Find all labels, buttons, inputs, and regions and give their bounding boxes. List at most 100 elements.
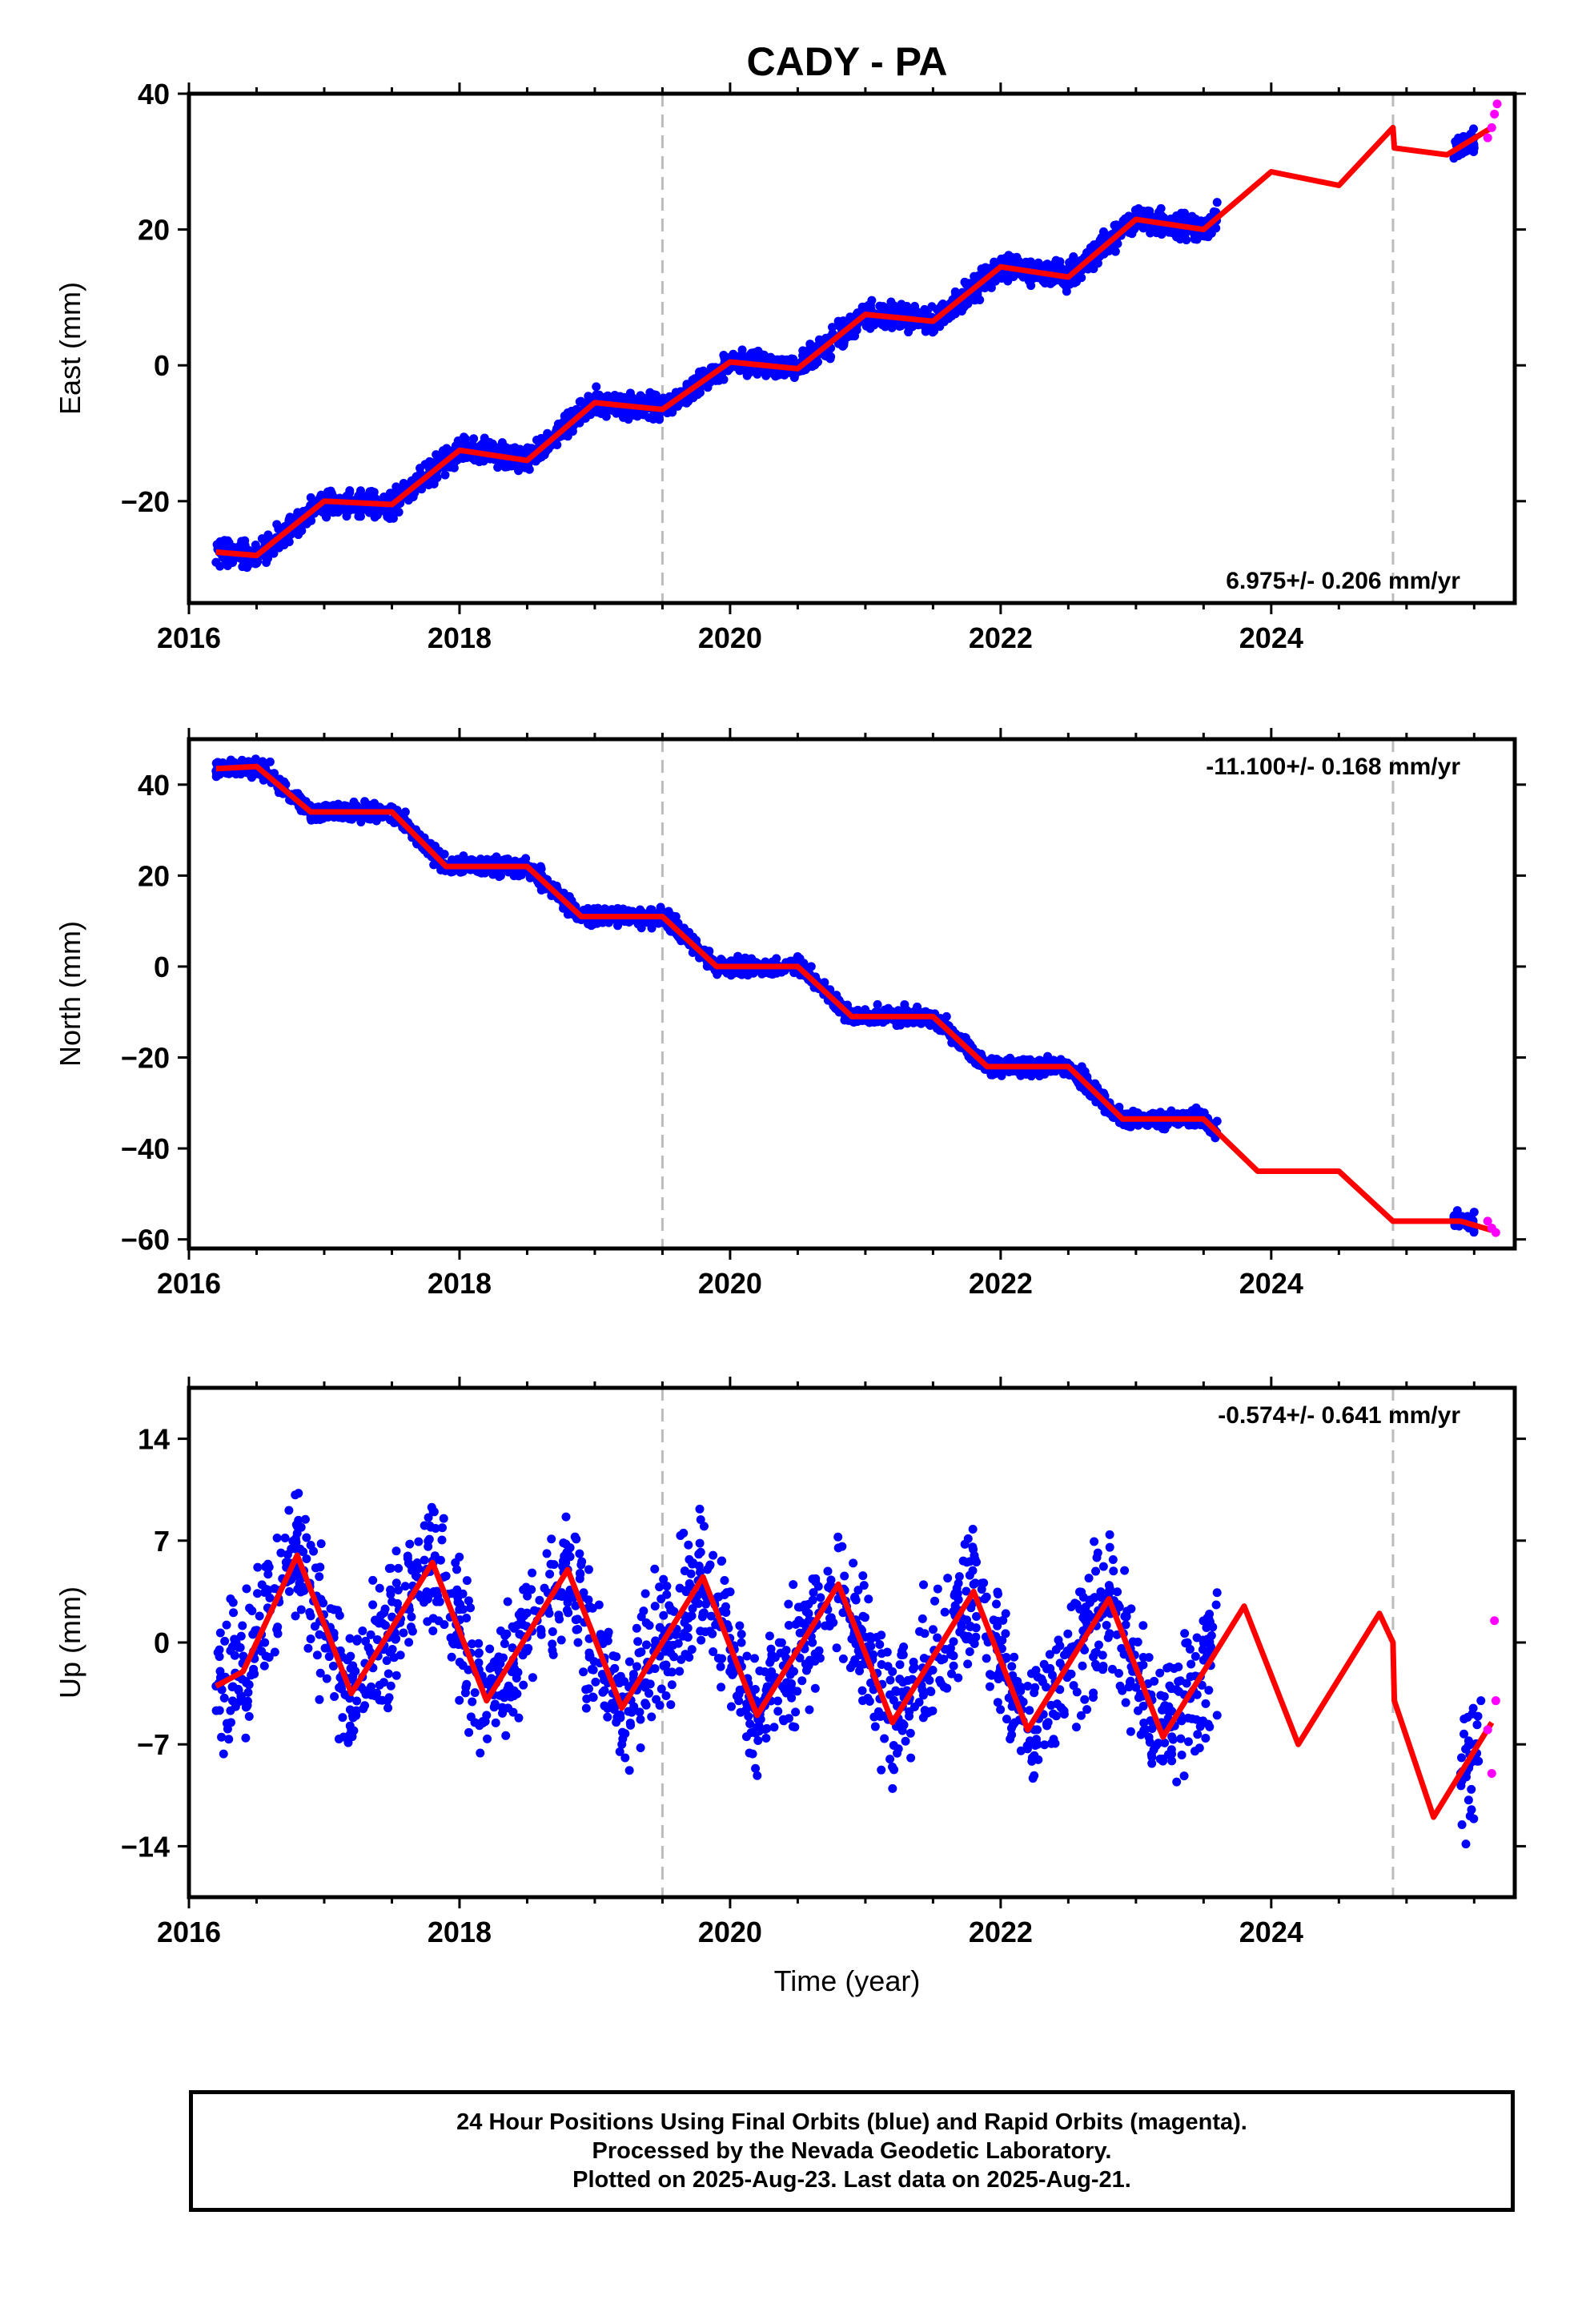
final-point [251,1626,260,1635]
final-point [1080,1067,1090,1076]
final-point [324,1652,334,1662]
final-point [241,1676,251,1686]
final-point [438,446,448,456]
final-point [592,382,601,392]
final-point [514,466,524,476]
final-point [215,1667,225,1676]
final-point [326,1604,335,1614]
y-tick-label: −20 [121,485,170,518]
plot-frame [187,737,1517,1251]
final-point [238,562,247,572]
final-point [636,923,646,933]
final-point [253,557,263,566]
final-point [215,1706,224,1715]
final-point [217,1685,227,1695]
final-point [227,555,236,565]
final-point [553,419,563,428]
final-point [867,296,877,305]
final-point [312,1651,322,1660]
final-point [347,814,357,824]
final-point [224,538,234,548]
final-point [1098,227,1108,236]
final-point [619,907,628,916]
final-point [404,1638,414,1647]
final-point [524,464,534,474]
final-point [493,463,503,472]
final-point [243,1700,252,1710]
final-point [860,303,869,312]
final-point [1476,1696,1486,1706]
final-point [328,1661,338,1671]
final-point [257,1580,267,1590]
final-point [253,1589,263,1598]
final-point [757,969,767,979]
final-point [302,1554,311,1563]
y-axis-label: North (mm) [54,921,86,1067]
final-point [1453,151,1463,161]
final-point [1065,279,1074,289]
final-point [255,1611,264,1621]
final-point [1151,212,1161,222]
final-point [1110,247,1120,256]
final-point [338,1713,347,1723]
final-point [364,508,374,517]
final-point [1023,1682,1033,1691]
final-point [262,557,271,567]
rapid-point [1483,1216,1492,1226]
final-point [294,1515,303,1525]
final-point [383,1703,393,1713]
final-point [825,354,835,364]
final-point [316,1539,326,1549]
rate-label: -11.100+/- 0.168 mm/yr [1206,754,1460,780]
final-point [226,1594,235,1604]
x-tick-label: 2016 [157,1267,221,1300]
final-point [213,1648,223,1658]
final-point [1110,220,1119,230]
final-point [291,1611,300,1621]
x-tick-label: 2022 [969,1267,1033,1300]
final-point [519,446,528,456]
final-point [1157,230,1166,239]
final-point [265,757,275,766]
final-point [972,291,982,300]
final-point [772,968,781,978]
final-point [296,1522,306,1532]
final-point [358,1626,367,1635]
final-point [224,1735,234,1744]
final-point [386,513,396,522]
final-point [475,867,484,877]
final-point [219,1749,228,1759]
final-point [244,1711,254,1721]
final-point [651,412,661,421]
final-point [257,1647,267,1656]
final-point [1038,274,1048,283]
final-point [315,1562,325,1572]
final-point [234,1684,243,1694]
final-point [781,357,791,367]
final-point [766,352,776,362]
rapid-point [1490,109,1500,119]
x-tick-label: 2022 [969,621,1033,654]
final-point [798,346,808,356]
final-point [333,1606,343,1615]
final-point [726,971,736,980]
final-point [850,332,860,341]
final-point [253,1562,263,1572]
final-point [608,405,617,415]
final-point [375,1583,384,1593]
final-point [213,758,223,767]
final-point [315,1572,324,1582]
final-point [407,1612,416,1622]
final-point [212,540,222,549]
final-point [884,321,893,331]
final-point [303,1643,313,1653]
final-point [737,365,747,375]
final-point [363,814,373,823]
final-point [1212,198,1222,207]
final-point [302,1533,311,1542]
plot-frame [187,91,1517,605]
final-point [323,1643,332,1653]
final-point [237,537,247,546]
final-point [230,1651,239,1660]
